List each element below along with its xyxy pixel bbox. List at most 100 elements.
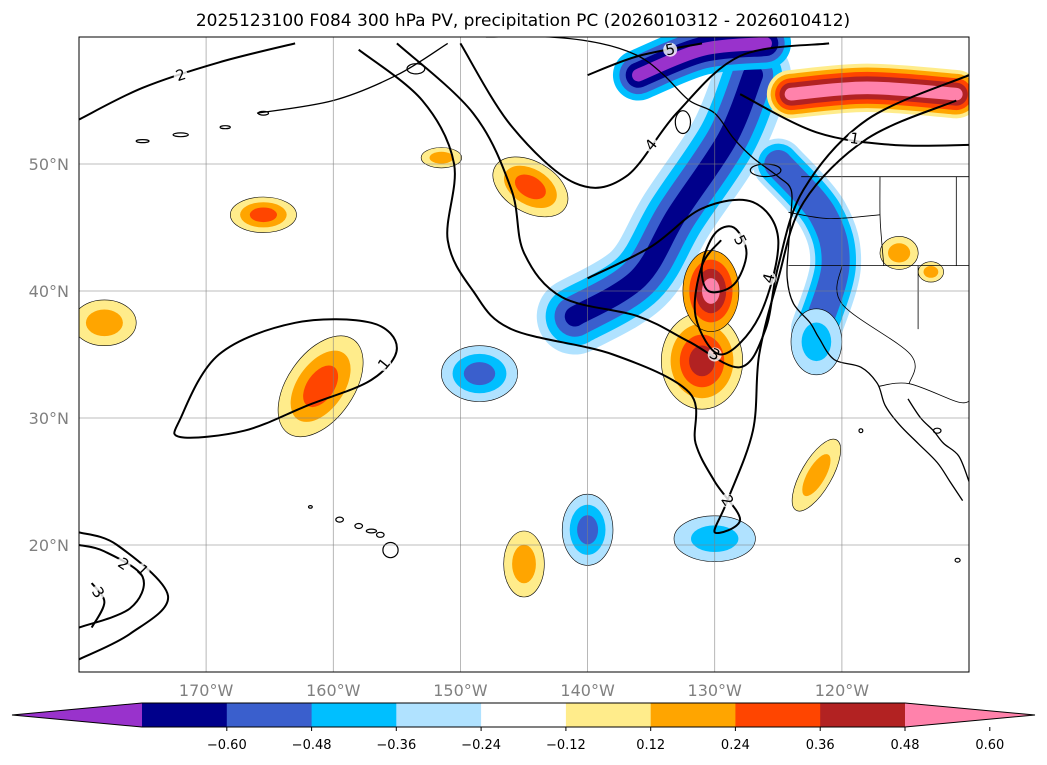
contour-label-mask [135, 563, 150, 578]
pv-contour-label: 5 [664, 40, 677, 59]
contour-label-mask [173, 68, 188, 83]
political-border [879, 176, 885, 266]
political-border [836, 265, 916, 384]
pv-contour-2 [358, 48, 957, 535]
colorbar-segment [735, 703, 821, 727]
precip-level [249, 207, 277, 223]
precip-area [917, 261, 944, 283]
colorbar-tick-label: 0.48 [891, 738, 920, 753]
pv-contour-4 [459, 42, 830, 189]
colorbar-segment [650, 703, 736, 727]
colorbar-tick-label: 0.60 [975, 738, 1004, 753]
island [375, 531, 385, 538]
colorbar-segment [142, 703, 228, 727]
island [219, 125, 231, 130]
island [335, 516, 345, 523]
precip-level [429, 151, 454, 164]
map-frame [78, 36, 970, 673]
latitude-labels: 20°N 30°N 40°N 50°N [29, 155, 69, 555]
figure-title: 2025123100 F084 300 hPa PV, precipitatio… [196, 11, 850, 31]
colorbar-segment [481, 703, 567, 727]
precip-level [512, 544, 536, 584]
longitude-label: 170°W [179, 681, 234, 700]
longitude-label: 140°W [560, 681, 615, 700]
latitude-label: 30°N [29, 409, 69, 428]
precip-band [612, 37, 792, 101]
precip-band-level [784, 81, 963, 101]
colorbar-segment [820, 703, 906, 727]
colorbar-tick-label: −0.36 [376, 738, 416, 753]
precip-level [463, 362, 496, 386]
pv-contour-5 [587, 42, 703, 77]
latitude-label: 40°N [29, 282, 69, 301]
island [354, 522, 364, 530]
pv-contour-2 [79, 544, 145, 629]
contour-label-mask [847, 131, 862, 146]
contour-label-mask [720, 493, 735, 508]
pv-contour-label: 4 [759, 271, 779, 285]
island [382, 541, 399, 559]
precip-level [801, 322, 832, 362]
coastline [485, 37, 964, 501]
coastline [907, 398, 969, 482]
colorbar-tick-label: −0.48 [292, 738, 332, 753]
precip-area [420, 147, 463, 169]
precip-level [514, 174, 546, 200]
colorbar-tick-label: 0.12 [636, 738, 665, 753]
pv-contour-label: 1 [848, 129, 860, 148]
precip-level [85, 309, 123, 337]
longitude-label: 130°W [688, 681, 743, 700]
pv-contour-4 [587, 198, 780, 356]
precip-band [766, 63, 969, 119]
island [257, 110, 270, 116]
island [932, 427, 942, 434]
contour-label-mask [644, 137, 659, 152]
precip-band [536, 37, 792, 355]
precip-area [790, 308, 843, 376]
island [954, 557, 961, 563]
colorbar-segment [311, 703, 397, 727]
contour-label-mask [116, 557, 131, 571]
pv-contour-1 [79, 531, 170, 661]
precip-area [277, 335, 364, 438]
precip-level [802, 454, 831, 497]
precip-level [888, 243, 911, 263]
longitude-label: 120°W [815, 681, 870, 700]
contour-label-mask [663, 42, 678, 57]
colorbar-segment [226, 703, 313, 727]
contour-label-mask [733, 233, 748, 248]
precip-area [492, 156, 569, 218]
precip-level [923, 266, 939, 278]
precip-band-level [632, 37, 772, 82]
latitude-label: 20°N [29, 536, 69, 555]
colorbar-tick-label: 0.24 [721, 738, 750, 753]
precipitation-shading [79, 37, 969, 598]
colorbar-tick-label: −0.12 [546, 738, 586, 753]
colorbar-segment [396, 703, 482, 727]
island [135, 139, 150, 144]
precip-area [791, 438, 841, 512]
island [365, 528, 378, 534]
longitude-label: 160°W [306, 681, 361, 700]
latitude-label: 50°N [29, 155, 69, 174]
coastlines [135, 37, 969, 563]
contour-label-mask [377, 357, 392, 371]
island [674, 110, 692, 135]
precip-area [503, 530, 545, 598]
island [172, 132, 189, 138]
pv-contour-3 [396, 42, 969, 369]
colorbar: −0.60 −0.48 −0.36 −0.24 −0.12 0.12 0.24 0.36 0.4… [11, 702, 1036, 753]
precip-area [441, 345, 518, 402]
colorbar-tick-label: −0.60 [207, 738, 247, 753]
contour-label-mask [91, 585, 106, 600]
contour-label-mask [707, 347, 722, 362]
coastline [256, 42, 449, 114]
longitude-label: 150°W [433, 681, 488, 700]
colorbar-tick-label: 0.36 [806, 738, 835, 753]
colorbar-tick-label: −0.24 [461, 738, 501, 753]
pv-contour-1 [173, 318, 398, 439]
contour-label-mask [761, 271, 776, 286]
island [858, 428, 864, 434]
